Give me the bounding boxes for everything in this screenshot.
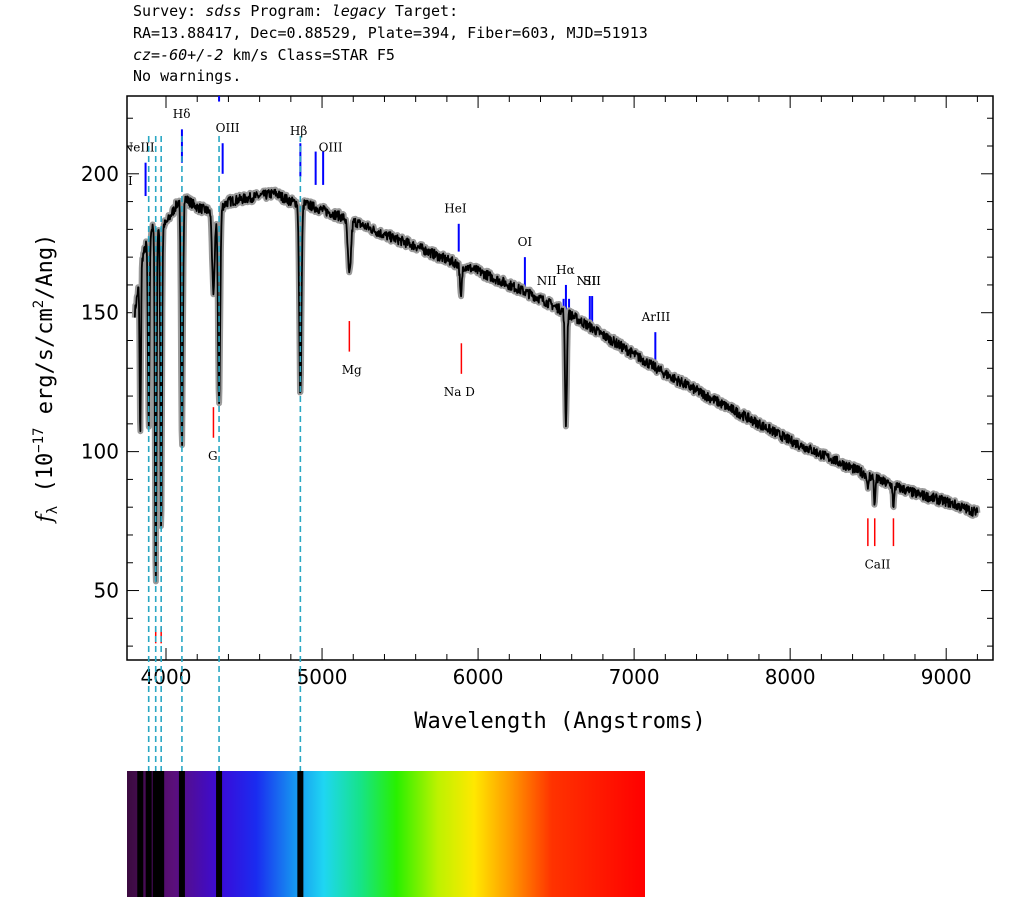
y-tick-label: 50 — [94, 579, 119, 603]
emission-label: Hβ — [290, 124, 307, 138]
y-axis-label: fλ (10−17 erg/s/cm2/Ang) — [31, 234, 61, 525]
strip-bar — [297, 771, 304, 897]
header-line-3: cz=-60+/-2 km/s Class=STAR F5 — [133, 46, 395, 64]
absorption-label: Mg — [342, 363, 362, 377]
absorption-label: Na D — [444, 385, 475, 399]
color-spectrum-strip — [127, 771, 645, 897]
absorption-label: CaII — [865, 557, 891, 571]
emission-label: NII — [577, 274, 597, 288]
header-line-1: Survey: sdss Program: legacy Target: — [133, 2, 458, 20]
x-tick-label: 9000 — [921, 665, 972, 689]
emission-label: OII — [113, 174, 133, 188]
x-tick-label: 6000 — [453, 665, 504, 689]
emission-label: OIII — [319, 141, 343, 155]
plot-frame — [126, 95, 994, 661]
absorption-label: H — [158, 657, 168, 671]
header-line-2: RA=13.88417, Dec=0.88529, Plate=394, Fib… — [133, 24, 648, 42]
y-tick-label: 200 — [81, 162, 119, 186]
x-tick-label: 7000 — [609, 665, 660, 689]
emission-label: OIII — [216, 121, 240, 135]
spectrum-line — [133, 188, 979, 583]
absorption-label: G — [208, 449, 218, 463]
strip-bar — [152, 771, 159, 897]
emission-label: NII — [537, 274, 557, 288]
emission-label: ArIII — [641, 310, 671, 324]
axis-ticks — [127, 96, 993, 660]
y-tick-label: 150 — [81, 301, 119, 325]
absorption-label: K — [149, 657, 159, 671]
emission-label: Hδ — [173, 107, 191, 121]
strip-bar — [216, 771, 223, 897]
x-axis-label: Wavelength (Angstroms) — [414, 709, 705, 734]
x-tick-label: 8000 — [765, 665, 816, 689]
guide-lines — [147, 136, 302, 771]
y-tick-label: 100 — [81, 440, 119, 464]
x-tick-label: 5000 — [297, 665, 348, 689]
strip-absorption-bars — [137, 771, 304, 897]
emission-label: SII — [583, 274, 601, 288]
strip-bar — [145, 771, 152, 897]
emission-label: OI — [518, 235, 533, 249]
header-line-4: No warnings. — [133, 67, 241, 85]
strip-bar — [158, 771, 165, 897]
emission-label: HeI — [444, 202, 467, 216]
absorption-markers — [154, 321, 895, 644]
error-band — [131, 186, 981, 585]
strip-bar — [137, 771, 144, 897]
strip-bar — [178, 771, 185, 897]
emission-label: NeIII — [123, 141, 155, 155]
emission-label: Hα — [556, 263, 575, 277]
